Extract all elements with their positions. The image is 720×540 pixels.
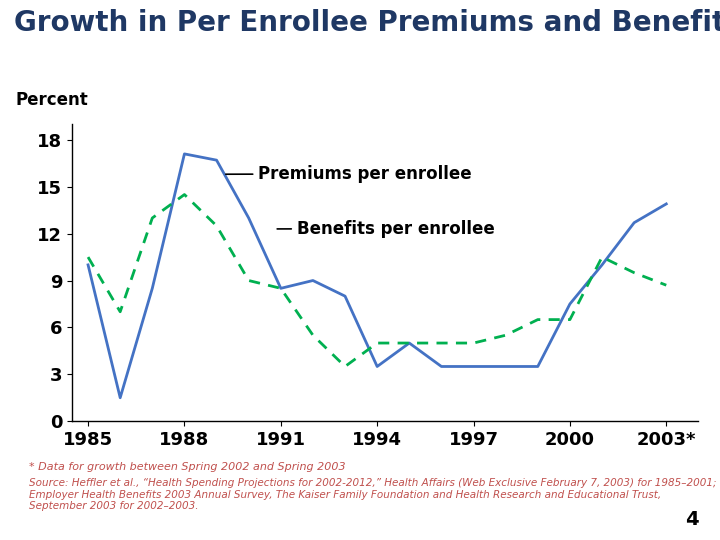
Text: Source: Heffler et al., “Health Spending Projections for 2002-2012,” Health Affa: Source: Heffler et al., “Health Spending… [29, 478, 716, 511]
Text: Growth in Per Enrollee Premiums and Benefits: Growth in Per Enrollee Premiums and Bene… [14, 9, 720, 37]
Text: Percent: Percent [16, 91, 89, 109]
Text: Benefits per enrollee: Benefits per enrollee [277, 220, 495, 238]
Text: * Data for growth between Spring 2002 and Spring 2003: * Data for growth between Spring 2002 an… [29, 462, 346, 472]
Text: 4: 4 [685, 510, 698, 529]
Text: Premiums per enrollee: Premiums per enrollee [226, 165, 472, 183]
